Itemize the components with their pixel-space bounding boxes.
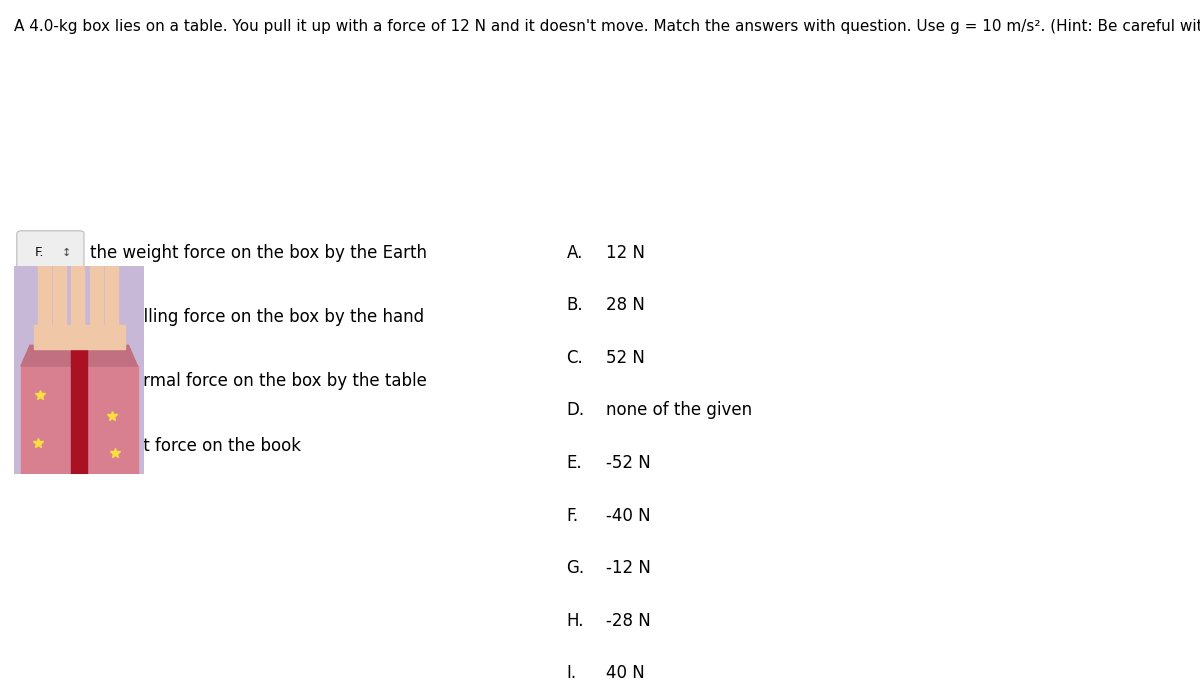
Polygon shape bbox=[37, 266, 50, 329]
Text: -: - bbox=[35, 375, 40, 388]
Text: H.: H. bbox=[566, 612, 584, 630]
Polygon shape bbox=[34, 325, 125, 349]
Text: ↕: ↕ bbox=[62, 312, 71, 322]
Text: ↕: ↕ bbox=[62, 248, 71, 257]
Text: the net force on the book: the net force on the book bbox=[90, 437, 301, 455]
Polygon shape bbox=[20, 366, 138, 474]
Text: 40 N: 40 N bbox=[606, 664, 644, 682]
Text: the normal force on the box by the table: the normal force on the box by the table bbox=[90, 372, 427, 390]
FancyBboxPatch shape bbox=[17, 295, 84, 339]
Polygon shape bbox=[106, 266, 118, 329]
Text: A.: A. bbox=[566, 244, 583, 262]
Polygon shape bbox=[14, 266, 144, 474]
Text: the weight force on the box by the Earth: the weight force on the box by the Earth bbox=[90, 244, 427, 262]
FancyBboxPatch shape bbox=[17, 424, 84, 468]
Text: 52 N: 52 N bbox=[606, 349, 644, 367]
Text: none of the given: none of the given bbox=[606, 401, 752, 419]
FancyBboxPatch shape bbox=[17, 360, 84, 403]
Text: G.: G. bbox=[566, 559, 584, 577]
Text: -: - bbox=[35, 439, 40, 452]
Text: -28 N: -28 N bbox=[606, 612, 650, 630]
Text: C.: C. bbox=[566, 349, 583, 367]
Text: ↕: ↕ bbox=[62, 376, 71, 386]
Text: -40 N: -40 N bbox=[606, 507, 650, 525]
Text: A 4.0-kg box lies on a table. You pull it up with a force of 12 N and it doesn't: A 4.0-kg box lies on a table. You pull i… bbox=[14, 19, 1200, 35]
Text: E.: E. bbox=[566, 454, 582, 472]
Polygon shape bbox=[53, 266, 66, 329]
Polygon shape bbox=[90, 266, 102, 329]
Text: the pulling force on the box by the hand: the pulling force on the box by the hand bbox=[90, 308, 424, 326]
Text: D.: D. bbox=[566, 401, 584, 419]
Text: ↕: ↕ bbox=[62, 441, 71, 450]
Polygon shape bbox=[72, 345, 86, 474]
Text: I.: I. bbox=[566, 664, 576, 682]
Polygon shape bbox=[72, 266, 84, 329]
Text: F.: F. bbox=[566, 507, 578, 525]
Text: 12 N: 12 N bbox=[606, 244, 646, 262]
Text: -12 N: -12 N bbox=[606, 559, 650, 577]
Polygon shape bbox=[20, 345, 138, 366]
Text: -: - bbox=[35, 311, 40, 323]
Text: -52 N: -52 N bbox=[606, 454, 650, 472]
Text: B.: B. bbox=[566, 296, 583, 314]
FancyBboxPatch shape bbox=[17, 230, 84, 274]
Text: 28 N: 28 N bbox=[606, 296, 644, 314]
Text: F.: F. bbox=[35, 246, 43, 259]
